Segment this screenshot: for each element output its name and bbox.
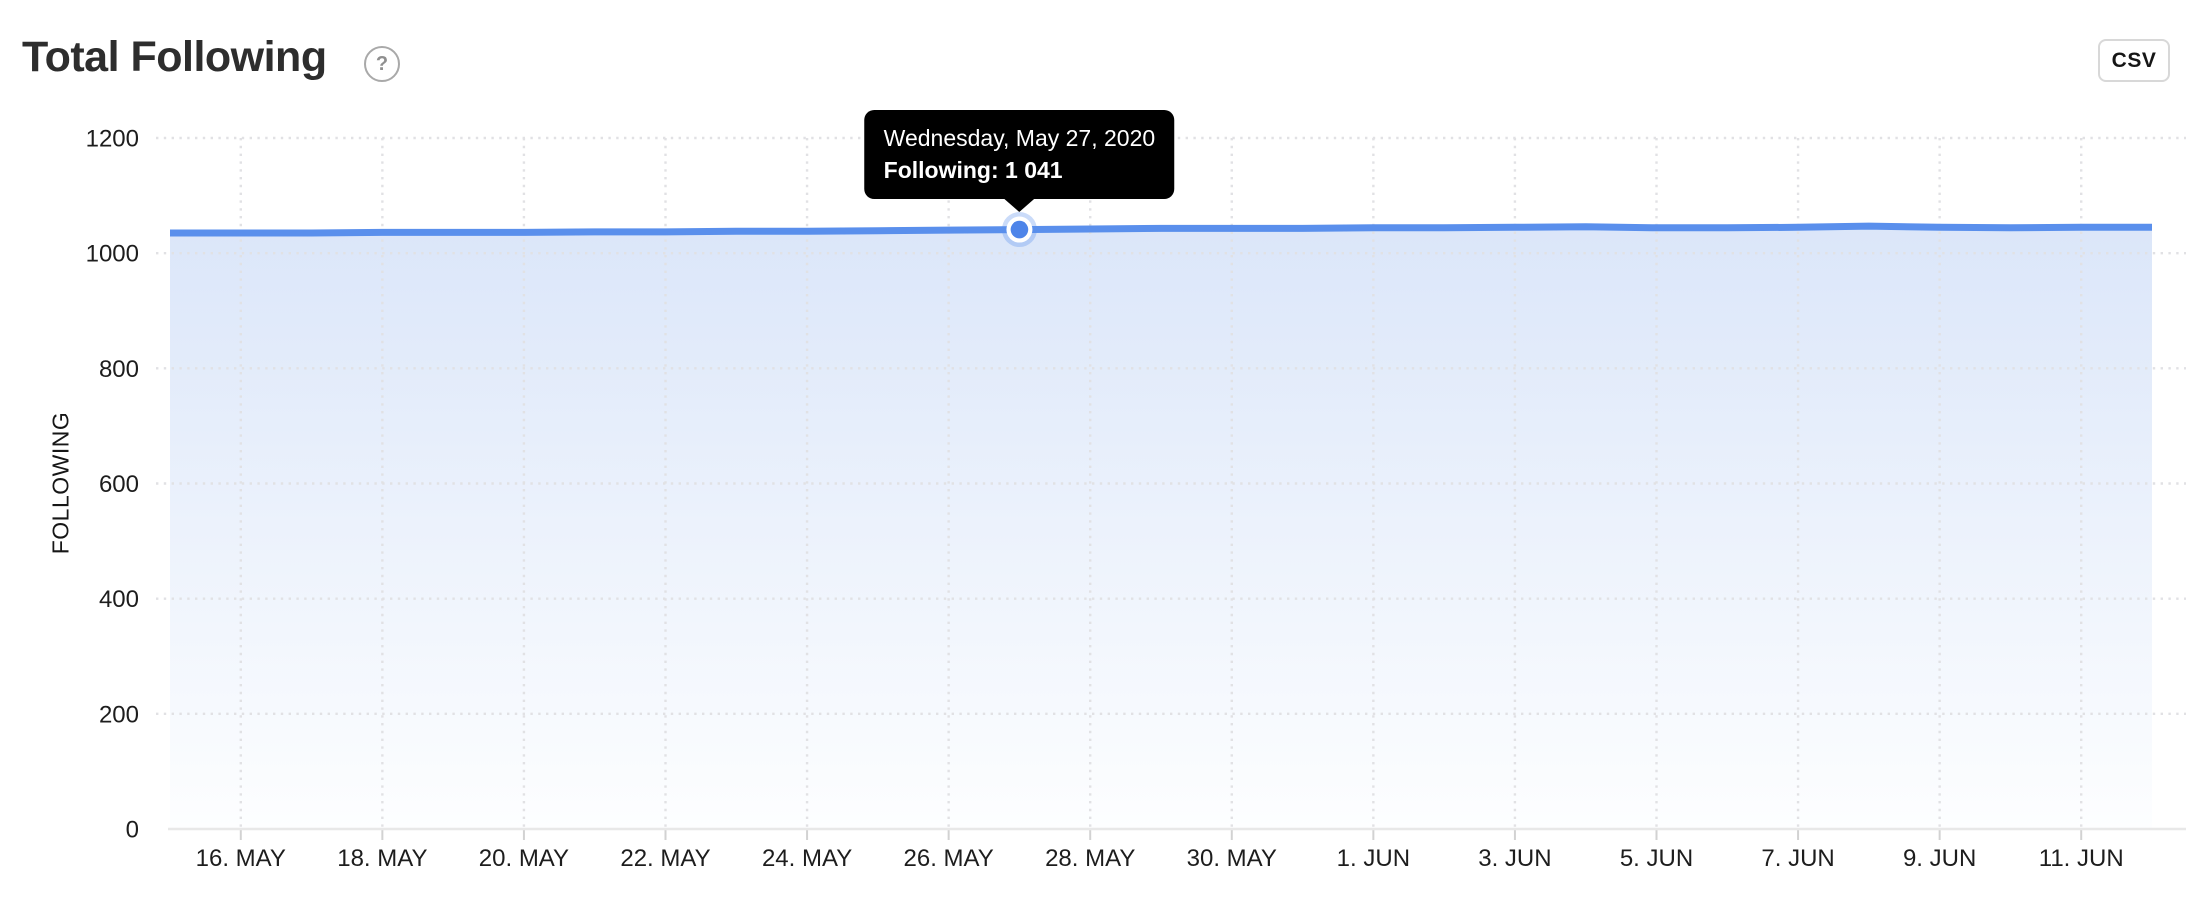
tooltip-value: Following: 1 041 [883,157,1063,184]
x-axis-tick-label: 11. JUN [2039,845,2124,872]
y-axis-tick-label: 600 [99,471,139,498]
x-axis-tick-label: 30. MAY [1187,845,1277,872]
x-axis-tick-label: 26. MAY [904,845,994,872]
x-axis-tick-label: 22. MAY [620,845,710,872]
y-axis-tick-label: 0 [126,817,139,844]
x-axis-tick-label: 1. JUN [1337,845,1410,872]
csv-export-button[interactable]: CSV [2098,39,2170,82]
y-axis-tick-label: 800 [99,356,139,383]
x-axis-tick-label: 16. MAY [196,845,286,872]
x-axis-tick-label: 18. MAY [337,845,427,872]
x-axis-tick-label: 24. MAY [762,845,852,872]
x-axis-tick-label: 5. JUN [1620,845,1693,872]
card-header: Total Following ? CSV [0,0,2190,100]
y-axis-tick-label: 1200 [86,126,139,153]
page-title: Total Following [22,33,327,81]
question-mark-glyph: ? [375,52,389,75]
y-axis-tick-label: 1000 [86,241,139,268]
chart-tooltip: Wednesday, May 27, 2020 Following: 1 041 [864,110,1175,200]
y-axis-tick-label: 400 [99,586,139,613]
x-axis-tick-label: 28. MAY [1045,845,1135,872]
x-axis-tick-label: 9. JUN [1903,845,1976,872]
x-axis-tick-label: 7. JUN [1761,845,1834,872]
x-axis-tick-label: 20. MAY [479,845,569,872]
x-axis-tick-label: 3. JUN [1478,845,1551,872]
tooltip-date: Wednesday, May 27, 2020 [883,125,1156,152]
y-axis-tick-label: 200 [99,701,139,728]
hovered-point-marker[interactable] [1010,220,1029,239]
chart-area-fill [170,226,2152,830]
help-icon[interactable]: ? [364,46,400,82]
chart-line [170,222,2152,237]
